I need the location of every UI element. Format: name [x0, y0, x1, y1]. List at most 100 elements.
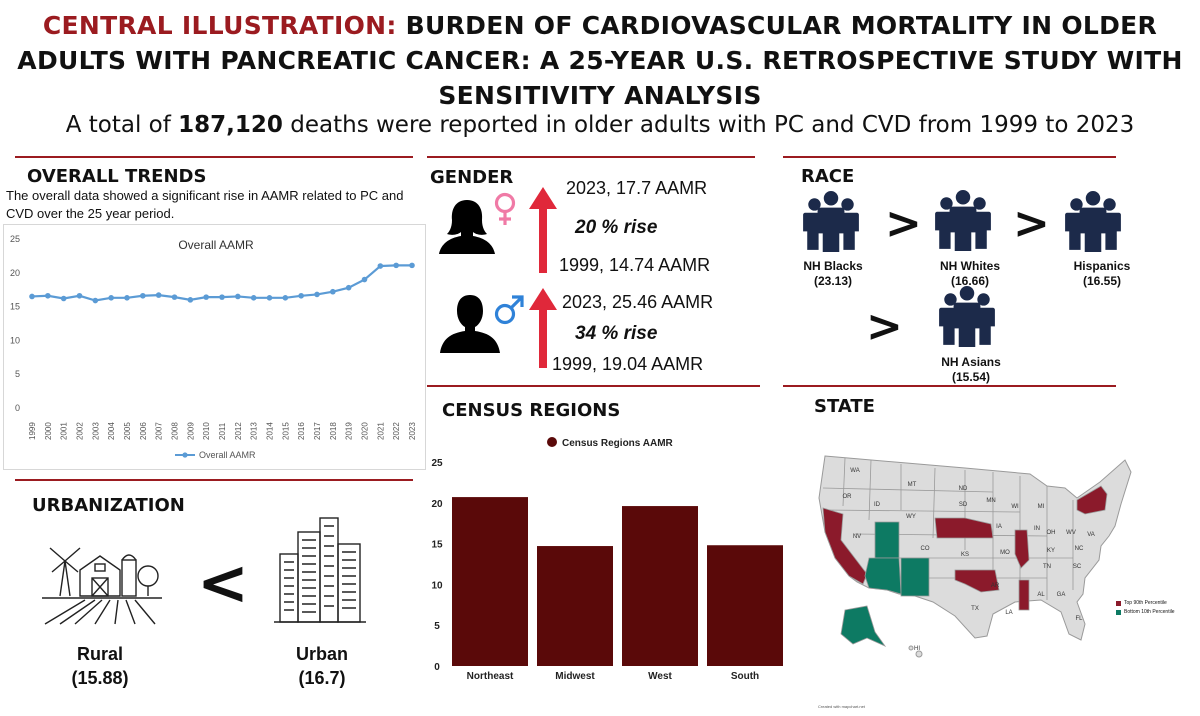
svg-text:OR: OR — [843, 494, 853, 500]
data-point — [282, 295, 289, 301]
svg-text:TN: TN — [1043, 564, 1051, 570]
overall-description: The overall data showed a significant ri… — [6, 188, 404, 221]
svg-text:ID: ID — [874, 502, 881, 508]
race-greater-than-1: > — [885, 198, 922, 249]
data-point — [140, 292, 146, 299]
state-ms — [1018, 579, 1030, 611]
data-point — [29, 293, 35, 300]
y-tick-label: 25 — [431, 458, 443, 469]
data-point — [345, 284, 352, 291]
x-tick-label: 2006 — [139, 422, 148, 440]
data-point — [124, 295, 130, 301]
title-line-2: ADULTS WITH PANCREATIC CANCER: A 25-YEAR… — [17, 46, 1183, 75]
state-il — [1014, 529, 1030, 569]
us-state-map: WA OR MT ND SD MN WY CO KS MO AR TX LA AL GA SC NC T… — [818, 455, 1132, 658]
male-1999-aamr: 1999, 19.04 AAMR — [552, 354, 704, 374]
svg-text:SD: SD — [959, 502, 968, 508]
subtitle-total: 187,120 — [178, 112, 283, 138]
census-heading: CENSUS REGIONS — [442, 400, 621, 421]
male-icon — [494, 295, 524, 325]
y-tick-label: 10 — [10, 335, 20, 345]
data-point — [187, 297, 194, 303]
data-point — [171, 294, 178, 300]
svg-text:ND: ND — [959, 486, 968, 492]
state-ut — [874, 521, 900, 559]
female-1999-aamr: 1999, 14.74 AAMR — [559, 255, 711, 275]
overall-chart-frame: Overall AAMR 0 5 10 15 20 25 1999 2000 2001 2002 20… — [3, 224, 426, 470]
bar-west — [622, 506, 698, 666]
svg-text:OH: OH — [1047, 530, 1056, 536]
x-tick-label: 2022 — [392, 422, 401, 440]
svg-text:AR: AR — [991, 583, 1000, 589]
rural-farm-icon — [42, 547, 162, 625]
x-tick-label: West — [648, 671, 672, 682]
y-tick-label: 20 — [10, 268, 20, 278]
y-tick-label: 10 — [431, 580, 443, 591]
x-tick-label: 2004 — [107, 422, 116, 440]
x-tick-label: 2009 — [186, 422, 195, 440]
race-value: (16.66) — [950, 274, 990, 288]
urban-city-icon — [274, 517, 366, 623]
svg-text:MN: MN — [986, 498, 995, 504]
legend-swatch — [547, 437, 557, 447]
data-point — [60, 295, 67, 302]
hispanics-people-icon — [1065, 191, 1121, 252]
state-nm — [900, 557, 930, 597]
race-value: (15.54) — [951, 370, 991, 384]
title-accent: CENTRAL ILLUSTRATION: — [42, 11, 397, 40]
svg-text:HI: HI — [914, 646, 920, 652]
urban-value: (16.7) — [298, 668, 346, 688]
divider-race — [783, 156, 1116, 158]
y-tick-label: 20 — [431, 499, 443, 510]
nh-whites-people-icon — [935, 190, 991, 251]
race-name: NH Whites — [940, 259, 1000, 273]
urbanization-heading: URBANIZATION — [32, 495, 185, 516]
state-ak — [840, 605, 887, 647]
male-silhouette-icon — [440, 295, 500, 353]
nh-asians-people-icon — [939, 286, 995, 347]
divider-gender — [427, 156, 755, 158]
map-credit: Created with mapchart.net — [818, 704, 865, 709]
data-point — [203, 294, 209, 300]
data-point — [219, 294, 225, 300]
race-greater-than-3: > — [866, 301, 903, 352]
title-line-3: SENSITIVITY ANALYSIS — [438, 81, 762, 110]
male-rise-arrow-icon — [529, 288, 557, 368]
x-tick-label: 2023 — [408, 422, 417, 440]
state-ca — [822, 507, 868, 585]
state-legend: Top 90th Percentile Bottom 10th Percenti… — [1116, 600, 1192, 615]
svg-text:VA: VA — [1087, 532, 1095, 538]
svg-text:WV: WV — [1066, 530, 1076, 536]
x-tick-label: 2005 — [123, 422, 132, 440]
subtitle: A total of 187,120 deaths were reported … — [0, 112, 1200, 138]
state-heading: STATE — [814, 396, 875, 417]
urban-label-rural: Rural (15.88) — [45, 642, 155, 690]
x-tick-label: 2001 — [60, 422, 69, 440]
female-rise: 20 % rise — [575, 217, 658, 238]
svg-text:IN: IN — [1034, 526, 1040, 532]
data-point — [266, 295, 273, 301]
y-tick-label: 0 — [15, 403, 20, 413]
race-label-hispanics: Hispanics (16.55) — [1047, 259, 1157, 289]
data-point — [76, 292, 83, 299]
x-tick-label: 2010 — [202, 422, 211, 440]
legend-label: Census Regions AAMR — [562, 438, 674, 449]
data-point — [92, 297, 99, 304]
x-tick-label: 2016 — [297, 422, 306, 440]
x-tick-label: South — [731, 671, 759, 682]
race-greater-than-2: > — [1013, 198, 1050, 249]
legend-top-row: Top 90th Percentile — [1116, 600, 1192, 606]
svg-text:FL: FL — [1075, 616, 1083, 622]
divider-census — [427, 385, 760, 387]
svg-text:KS: KS — [961, 552, 969, 558]
legend-top-label: Top 90th Percentile — [1124, 600, 1167, 606]
race-label-nh-whites: NH Whites (16.66) — [915, 259, 1025, 289]
state-ok — [954, 569, 1000, 593]
svg-text:AL: AL — [1037, 592, 1045, 598]
urban-less-than: < — [197, 546, 249, 619]
race-label-nh-asians: NH Asians (15.54) — [916, 355, 1026, 385]
data-point — [155, 292, 162, 298]
race-name: Hispanics — [1073, 259, 1131, 273]
svg-text:WI: WI — [1011, 504, 1019, 510]
data-point — [409, 262, 415, 269]
